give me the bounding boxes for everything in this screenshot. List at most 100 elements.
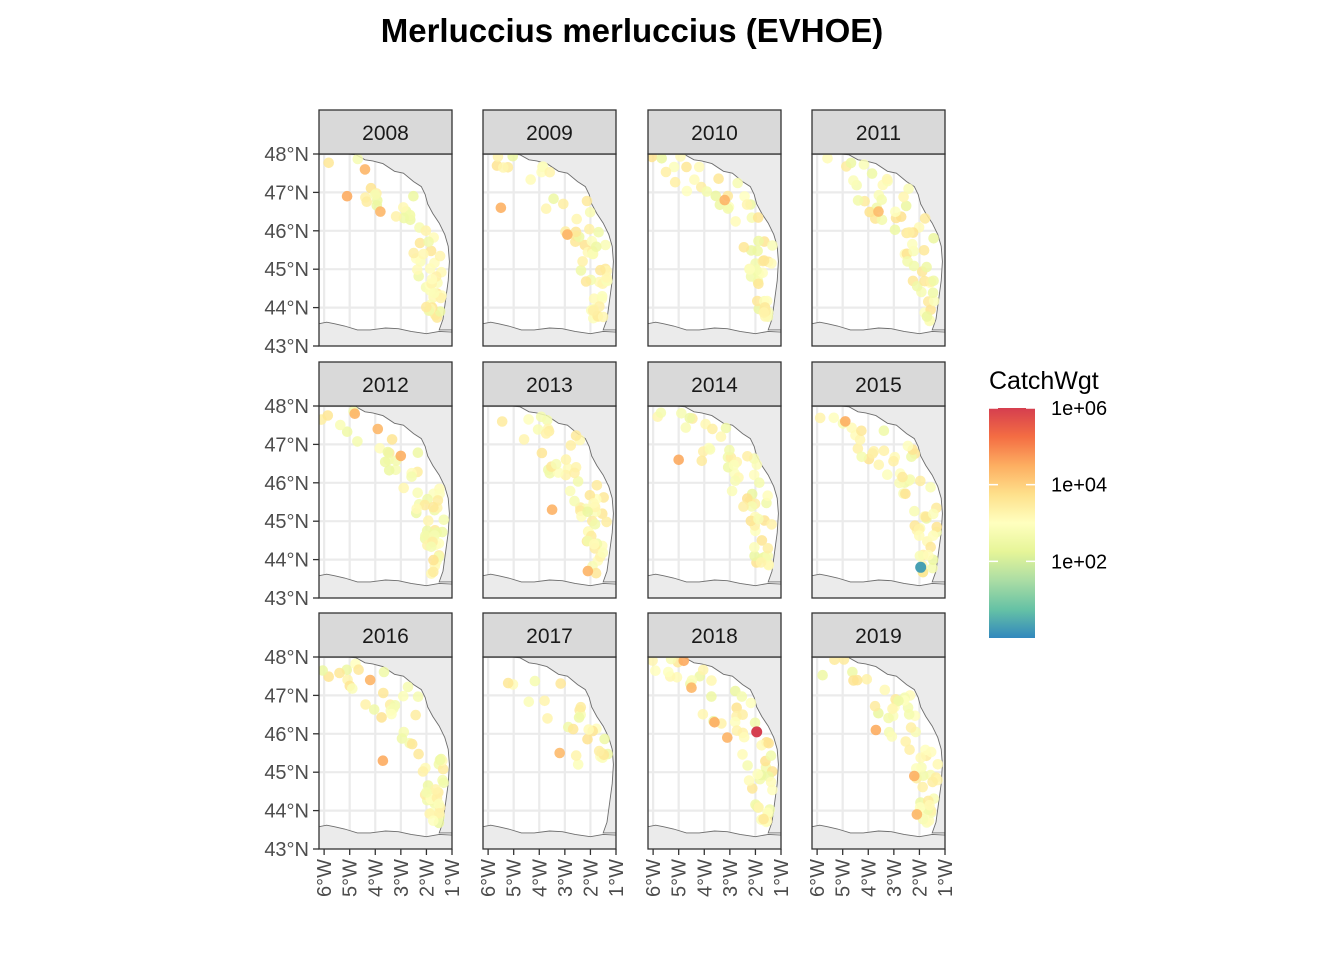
y-tick-label: 46°N [264,724,309,746]
station-point [548,194,559,205]
x-tick-label: 5°W [669,859,691,897]
station-point [681,162,692,173]
station-point [421,787,432,798]
station-point [673,455,684,466]
y-tick-label: 48°N [264,144,309,166]
station-point [904,227,915,238]
station-point [323,158,334,169]
y-tick-label: 43°N [264,336,309,358]
station-point [753,514,764,525]
facet-panel: 2010 [645,110,783,354]
station-point [413,691,424,702]
station-point [386,709,397,720]
station-point [923,550,934,561]
legend-break-label: 1e+04 [1051,475,1107,497]
facet-label: 2017 [526,625,573,648]
station-point [391,211,402,222]
station-point [707,424,718,435]
station-point [829,413,840,424]
station-point [840,416,851,427]
station-point [903,441,914,452]
station-point [926,747,937,758]
station-point [387,434,398,445]
station-point [856,426,867,437]
station-point [876,194,887,205]
facet-panel: 200843°N44°N45°N46°N47°N48°N [264,110,454,358]
station-point [418,249,429,260]
station-point [706,675,717,686]
station-point [539,696,550,707]
station-point [429,288,440,299]
facet-panel: 2018 6°W 5°W 4°W 3°W 2°W 1°W [643,613,793,897]
station-point [915,752,926,763]
station-point [434,799,445,810]
facet-label: 2015 [855,374,902,397]
y-tick-label: 46°N [264,221,309,243]
station-point [682,186,693,197]
facet-panel: 201643°N44°N45°N46°N47°N48°N6°W 5°W 4°W 3°W… [264,613,464,897]
station-point [428,815,439,826]
station-point [503,678,514,689]
station-point [739,732,750,743]
station-point [413,447,424,458]
x-tick-label: 6°W [807,859,829,897]
facet-label: 2013 [526,374,573,397]
station-point [536,412,547,423]
station-point [427,274,438,285]
station-point [407,739,418,750]
y-tick-label: 45°N [264,511,309,533]
station-point [928,233,939,244]
station-point [766,750,777,761]
station-point [856,452,867,463]
station-point [601,517,612,528]
station-point [383,447,394,458]
station-point [897,472,908,483]
x-tick-label: 6°W [643,859,665,897]
station-point [681,422,692,433]
station-point [435,755,446,766]
station-point [753,236,764,247]
station-point [694,162,705,173]
station-point [702,186,713,197]
facet-panel: 2015 [809,362,947,606]
station-point [730,475,741,486]
station-point [656,408,667,419]
station-point [698,665,709,676]
station-point [686,682,697,693]
x-tick-label: 6°W [314,859,336,897]
station-point [697,456,708,467]
station-point [376,712,387,723]
station-point [370,189,381,200]
x-tick-label: 2°W [909,859,931,897]
station-point [874,460,885,471]
station-point [879,425,890,436]
station-point [759,307,770,318]
station-point [705,444,716,455]
station-point [410,710,421,721]
station-point [342,191,353,202]
station-point [909,261,920,272]
station-point [882,469,893,480]
station-point [398,691,409,702]
y-tick-label: 47°N [264,182,309,204]
station-point [585,207,596,218]
station-point [360,164,371,175]
station-point [597,291,608,302]
station-point [523,414,534,425]
station-point [713,173,724,184]
station-point [582,507,593,518]
station-point [396,451,407,462]
station-point [423,237,434,248]
station-point [435,251,446,262]
station-point [689,174,700,185]
station-point [738,501,749,512]
station-point [574,712,585,723]
station-point [914,530,925,541]
station-point [598,312,609,323]
station-point [870,701,881,712]
station-point [576,702,587,713]
station-point [766,777,777,788]
station-point [817,670,828,681]
station-point [746,698,757,709]
